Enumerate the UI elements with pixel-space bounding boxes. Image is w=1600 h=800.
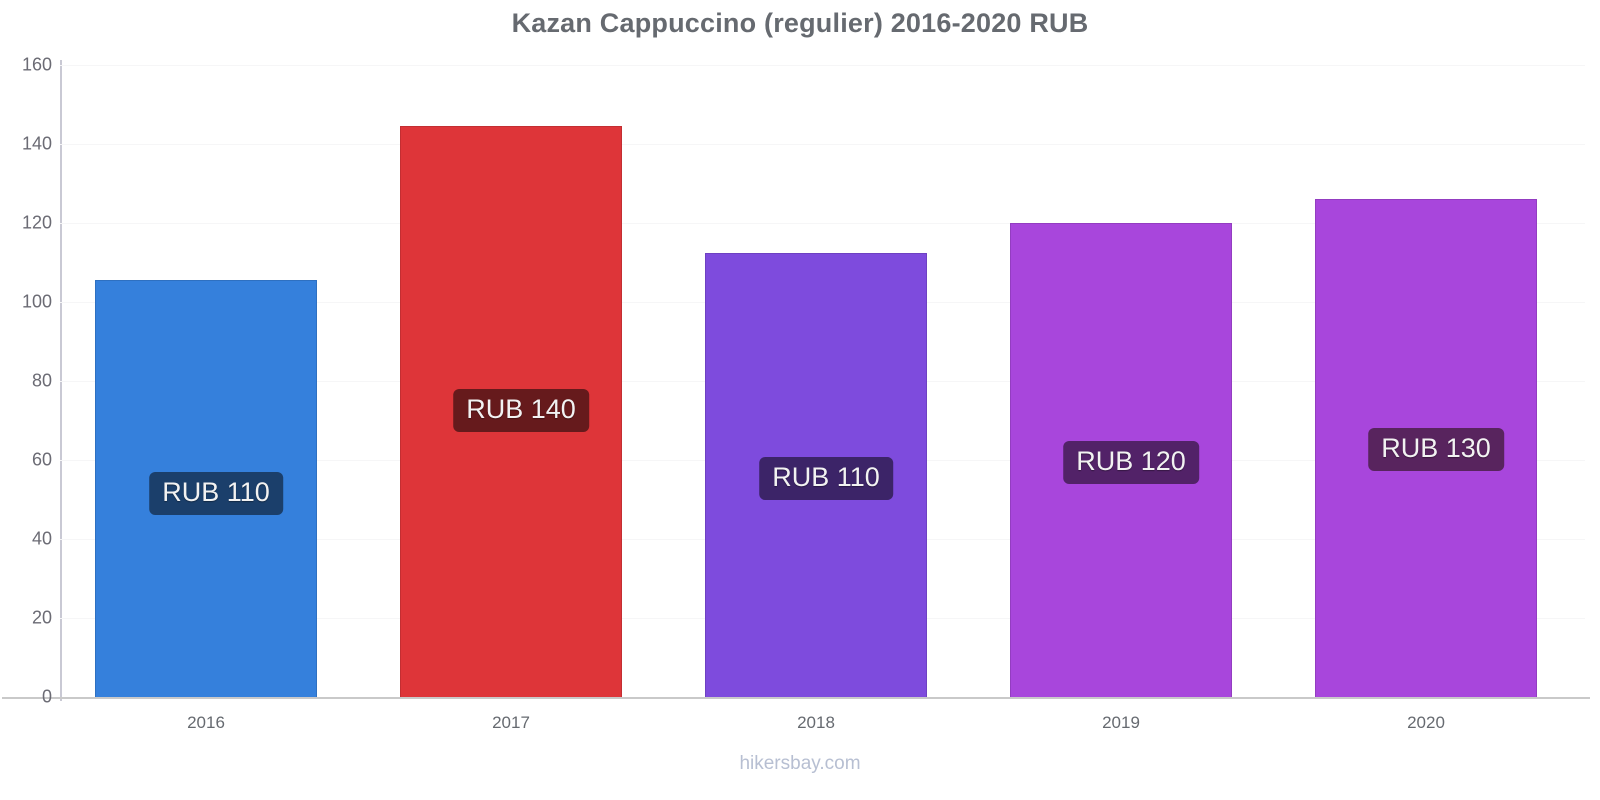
y-axis-line bbox=[60, 60, 62, 701]
gridline bbox=[60, 144, 1585, 145]
y-axis-tick-label: 100 bbox=[21, 291, 52, 312]
bar-value-label: RUB 110 bbox=[759, 457, 893, 501]
y-axis-tick-label: 0 bbox=[41, 686, 52, 707]
y-axis-tick-labels: 160 140 120 100 80 60 40 20 0 bbox=[0, 0, 52, 800]
bar-value-label: RUB 110 bbox=[149, 471, 283, 515]
y-axis-tick-label: 20 bbox=[31, 607, 52, 628]
x-axis-tick-label: 2016 bbox=[187, 713, 225, 732]
bar-value-label: RUB 140 bbox=[453, 388, 589, 432]
x-axis-tick-label: 2017 bbox=[492, 713, 530, 732]
x-axis-tick-label: 2019 bbox=[1102, 713, 1140, 732]
y-axis-tick-label: 80 bbox=[31, 370, 52, 391]
gridline bbox=[60, 65, 1585, 66]
x-axis-tick-label: 2020 bbox=[1407, 713, 1445, 732]
y-axis-tick-label: 40 bbox=[31, 528, 52, 549]
x-axis-line bbox=[2, 697, 1590, 699]
gridline bbox=[60, 223, 1585, 224]
y-axis-tick-label: 120 bbox=[21, 212, 52, 233]
bar-value-label: RUB 120 bbox=[1063, 441, 1199, 485]
plot-area: RUB 110 RUB 140 RUB 110 RUB 120 RUB 130 bbox=[60, 65, 1585, 697]
y-axis-tick-label: 140 bbox=[21, 133, 52, 154]
chart-title: Kazan Cappuccino (regulier) 2016-2020 RU… bbox=[511, 8, 1089, 38]
x-axis-tick-label: 2018 bbox=[797, 713, 835, 732]
bar-value-label: RUB 130 bbox=[1368, 428, 1504, 472]
y-axis-tick-label: 160 bbox=[21, 54, 52, 75]
y-axis-tick-label: 60 bbox=[31, 449, 52, 470]
footer-credit: hikersbay.com bbox=[739, 753, 861, 774]
